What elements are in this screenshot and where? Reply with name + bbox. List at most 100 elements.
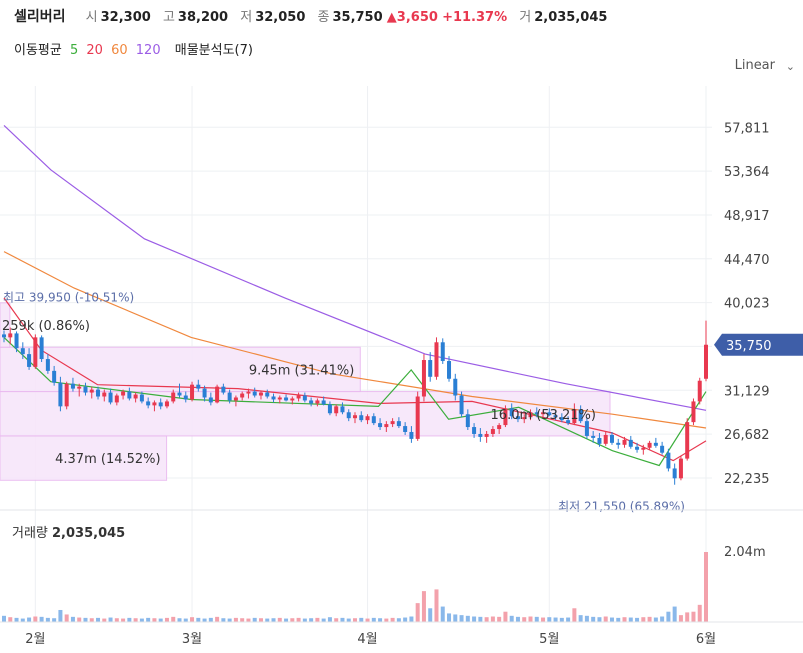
- candle-body: [89, 389, 94, 393]
- candle-body: [58, 382, 63, 407]
- volume-bar: [64, 614, 69, 622]
- volume-bar: [409, 616, 414, 622]
- open-value: 32,300: [100, 10, 151, 25]
- candle-body: [183, 395, 188, 400]
- x-tick-label: 6월: [696, 632, 716, 647]
- quote-header: 셀리버리 시 32,300 고 38,200 저 32,050 종 35,750 ▲3,…: [14, 6, 607, 26]
- volume-bar: [96, 617, 101, 622]
- volume-bar: [428, 608, 433, 622]
- volume-bar: [252, 617, 257, 622]
- candle-body: [515, 416, 520, 420]
- candle-body: [2, 334, 6, 338]
- candle-body: [52, 370, 57, 383]
- candle-body: [321, 400, 326, 405]
- volume-bar: [190, 617, 195, 622]
- high-marker: 최고 39,950 (-10.51%): [3, 290, 134, 304]
- candle-body: [547, 412, 552, 416]
- volume-bar: [365, 618, 370, 622]
- candle-body: [584, 421, 589, 436]
- candle-body: [246, 391, 251, 394]
- volume-bar: [108, 617, 113, 622]
- volume-value: 2,035,045: [534, 10, 608, 25]
- volume-bar: [164, 617, 169, 622]
- candle-body: [252, 391, 257, 396]
- volume-bar: [597, 617, 602, 622]
- volume-profile-bar: [0, 435, 168, 481]
- candle-body: [440, 342, 445, 362]
- candle-body: [390, 421, 395, 425]
- volume-bar: [27, 617, 32, 622]
- candle-body: [472, 427, 477, 434]
- volume-bar: [578, 615, 583, 622]
- volume-bar: [628, 617, 633, 622]
- candle-body: [635, 446, 640, 450]
- volume-bar: [653, 617, 658, 622]
- volume-bar: [127, 617, 132, 622]
- volume-bar: [240, 618, 245, 622]
- volume-bar: [641, 617, 646, 622]
- scale-mode-select[interactable]: Linear: [734, 58, 775, 73]
- candle-body: [334, 406, 339, 414]
- volume-bar: [158, 618, 163, 622]
- volume-bar: [378, 618, 383, 622]
- candle-body: [415, 396, 420, 439]
- candle-body: [691, 401, 696, 423]
- candle-body: [490, 429, 495, 434]
- volume-bar: [70, 616, 75, 622]
- volume-bar: [635, 617, 640, 622]
- volume-bar: [227, 618, 232, 622]
- candle-body: [447, 361, 452, 379]
- volume-bar: [334, 618, 339, 622]
- change-value: 3,650: [396, 10, 438, 25]
- candle-body: [628, 439, 633, 447]
- volume-bar: [265, 618, 270, 622]
- volume-bar: [215, 616, 220, 622]
- candle-body: [202, 388, 207, 398]
- volume-bar: [315, 617, 320, 622]
- candle-body: [378, 423, 383, 428]
- volume-bar: [522, 617, 527, 622]
- y-tick-label: 40,023: [724, 297, 770, 312]
- high-value: 38,200: [177, 10, 229, 25]
- candle-body: [177, 392, 182, 396]
- volume-bar: [541, 617, 546, 622]
- volume-bar: [327, 617, 332, 622]
- y-tick-label: 57,811: [724, 121, 770, 136]
- x-tick-label: 5월: [539, 632, 559, 647]
- candle-body: [215, 386, 220, 403]
- volume-bar: [277, 617, 282, 622]
- volume-bar: [20, 618, 25, 622]
- volume-bar: [559, 617, 564, 622]
- candle-body: [528, 412, 533, 418]
- volume-bar: [603, 616, 608, 622]
- candle-body: [428, 360, 433, 377]
- candle-body: [497, 425, 502, 430]
- volume-bar: [547, 617, 552, 622]
- candle-body: [421, 360, 426, 397]
- volume-bar: [284, 618, 289, 622]
- candle-body: [158, 402, 163, 407]
- candle-body: [553, 415, 558, 418]
- ma-legend-label: 이동평균: [14, 43, 62, 58]
- candle-body: [83, 386, 88, 393]
- volume-bar: [672, 606, 677, 622]
- candle-body: [271, 396, 276, 400]
- volume-bar: [421, 591, 426, 622]
- candle-body: [277, 397, 282, 400]
- candle-body: [64, 383, 69, 407]
- volume-bar: [453, 614, 458, 622]
- stock-name[interactable]: 셀리버리: [14, 9, 66, 25]
- volume-bar: [8, 617, 13, 622]
- volume-bar: [296, 617, 301, 622]
- volume-bar: [440, 606, 445, 622]
- volume-bar: [685, 612, 690, 622]
- volume-bar: [271, 618, 276, 622]
- volume-bar: [14, 617, 19, 622]
- chevron-down-icon[interactable]: ⌄: [785, 60, 795, 73]
- ma-legend[interactable]: 이동평균 5 20 60 120 매물분석도(7): [14, 39, 257, 58]
- candle-body: [503, 408, 508, 426]
- close-value: 35,750: [332, 10, 383, 25]
- volume-bar: [616, 617, 621, 622]
- candle-body: [171, 392, 176, 402]
